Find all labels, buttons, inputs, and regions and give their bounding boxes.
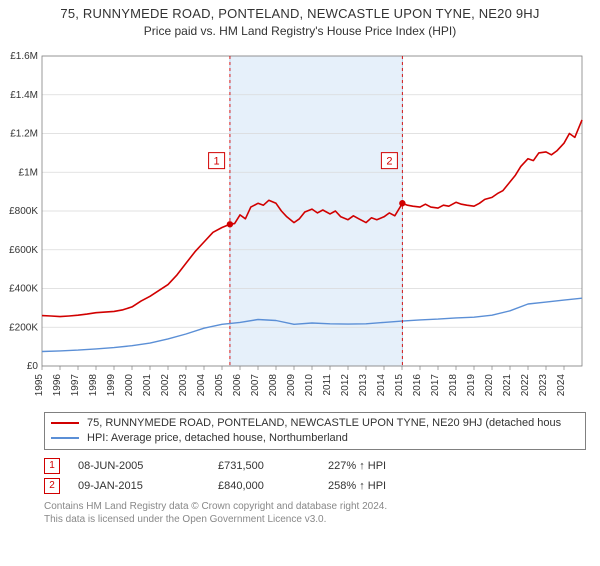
legend-swatch — [51, 437, 79, 439]
svg-text:2020: 2020 — [484, 374, 495, 397]
svg-text:1996: 1996 — [52, 374, 63, 397]
page-subtitle: Price paid vs. HM Land Registry's House … — [0, 24, 600, 38]
svg-text:2: 2 — [386, 156, 392, 168]
sale-marker-1: 1 — [44, 458, 60, 474]
svg-text:1995: 1995 — [34, 374, 45, 397]
svg-text:£1.2M: £1.2M — [10, 129, 38, 140]
table-row: 1 08-JUN-2005 £731,500 227% ↑ HPI — [44, 456, 586, 476]
legend: 75, RUNNYMEDE ROAD, PONTELAND, NEWCASTLE… — [44, 412, 586, 450]
sale-date: 08-JUN-2005 — [78, 460, 218, 472]
svg-text:2024: 2024 — [556, 374, 567, 397]
sale-price: £840,000 — [218, 480, 328, 492]
svg-text:2004: 2004 — [196, 374, 207, 397]
svg-text:2005: 2005 — [214, 374, 225, 397]
page-title: 75, RUNNYMEDE ROAD, PONTELAND, NEWCASTLE… — [0, 6, 600, 21]
svg-text:2006: 2006 — [232, 374, 243, 397]
price-chart: £0 £200K £400K £600K £800K £1M £1.2M £1.4M £1.6M… — [0, 46, 600, 406]
svg-text:2012: 2012 — [340, 374, 351, 397]
svg-text:2018: 2018 — [448, 374, 459, 397]
svg-text:2011: 2011 — [322, 374, 333, 396]
sale-pct: 258% ↑ HPI — [328, 480, 448, 492]
svg-text:2016: 2016 — [412, 374, 423, 397]
sale-price: £731,500 — [218, 460, 328, 472]
sale-pct: 227% ↑ HPI — [328, 460, 448, 472]
legend-label: HPI: Average price, detached house, Nort… — [87, 431, 348, 446]
svg-text:1997: 1997 — [70, 374, 81, 397]
legend-item-hpi: HPI: Average price, detached house, Nort… — [51, 431, 579, 446]
svg-text:2008: 2008 — [268, 374, 279, 397]
legend-item-property: 75, RUNNYMEDE ROAD, PONTELAND, NEWCASTLE… — [51, 416, 579, 431]
svg-text:£600K: £600K — [9, 245, 38, 256]
legend-swatch — [51, 422, 79, 424]
svg-text:2017: 2017 — [430, 374, 441, 397]
svg-text:1: 1 — [214, 156, 220, 168]
table-row: 2 09-JAN-2015 £840,000 258% ↑ HPI — [44, 476, 586, 496]
svg-text:2013: 2013 — [358, 374, 369, 397]
sale-date: 09-JAN-2015 — [78, 480, 218, 492]
svg-text:2019: 2019 — [466, 374, 477, 397]
legend-label: 75, RUNNYMEDE ROAD, PONTELAND, NEWCASTLE… — [87, 416, 561, 431]
footer: Contains HM Land Registry data © Crown c… — [44, 500, 586, 526]
svg-text:2023: 2023 — [538, 374, 549, 397]
footer-line-1: Contains HM Land Registry data © Crown c… — [44, 500, 586, 513]
svg-text:£1.4M: £1.4M — [10, 90, 38, 101]
svg-text:£1.6M: £1.6M — [10, 51, 38, 62]
sales-table: 1 08-JUN-2005 £731,500 227% ↑ HPI 2 09-J… — [44, 456, 586, 496]
svg-text:2001: 2001 — [142, 374, 153, 397]
sale-marker-2: 2 — [44, 478, 60, 494]
svg-text:2003: 2003 — [178, 374, 189, 397]
svg-text:2014: 2014 — [376, 374, 387, 397]
footer-line-2: This data is licensed under the Open Gov… — [44, 513, 586, 526]
svg-text:2000: 2000 — [124, 374, 135, 397]
svg-text:1999: 1999 — [106, 374, 117, 397]
svg-text:£200K: £200K — [9, 322, 38, 333]
svg-text:2002: 2002 — [160, 374, 171, 397]
svg-text:2015: 2015 — [394, 374, 405, 397]
svg-text:£0: £0 — [27, 361, 39, 372]
svg-text:2022: 2022 — [520, 374, 531, 397]
svg-text:2009: 2009 — [286, 374, 297, 397]
svg-text:2010: 2010 — [304, 374, 315, 397]
svg-text:£800K: £800K — [9, 206, 38, 217]
svg-text:1998: 1998 — [88, 374, 99, 397]
svg-text:2007: 2007 — [250, 374, 261, 397]
svg-text:£1M: £1M — [19, 167, 38, 178]
svg-text:£400K: £400K — [9, 284, 38, 295]
svg-text:2021: 2021 — [502, 374, 513, 397]
